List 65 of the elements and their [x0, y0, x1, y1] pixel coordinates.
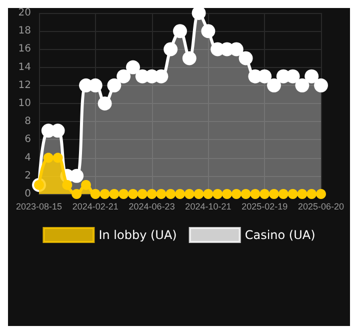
point	[231, 189, 242, 199]
legend-label: In lobby (UA)	[98, 228, 177, 242]
x-tick-label: 2024-02-21	[72, 202, 118, 212]
point	[297, 189, 308, 199]
point	[201, 24, 216, 38]
y-tick-label: 8	[24, 116, 31, 128]
point	[109, 189, 120, 199]
point	[304, 69, 319, 84]
point	[52, 152, 63, 163]
point	[250, 189, 260, 199]
point	[156, 189, 166, 199]
point	[238, 51, 253, 66]
point	[269, 189, 279, 199]
x-tick-label: 2023-08-15	[16, 202, 62, 212]
point	[164, 42, 178, 56]
legend-label: Casino (UA)	[244, 228, 316, 242]
y-tick-label: 20	[18, 8, 31, 18]
point	[146, 189, 157, 199]
y-tick-label: 14	[18, 62, 31, 73]
point	[126, 60, 140, 74]
y-tick-label: 6	[24, 134, 31, 146]
y-tick-label: 2	[24, 170, 31, 182]
point	[194, 189, 204, 199]
point	[258, 69, 272, 84]
point	[118, 189, 129, 199]
point	[43, 152, 54, 163]
x-tick-label: 2024-10-21	[185, 202, 232, 212]
point	[128, 189, 138, 199]
point	[70, 168, 84, 183]
point	[203, 189, 214, 199]
point	[166, 189, 176, 199]
point	[107, 78, 122, 92]
point	[222, 189, 232, 199]
x-tick-label: 2024-06-23	[128, 202, 175, 212]
y-tick-label: 16	[18, 44, 31, 55]
point	[240, 189, 251, 199]
point	[137, 189, 148, 199]
y-tick-label: 12	[18, 80, 31, 91]
point	[314, 78, 328, 92]
y-tick-label: 4	[24, 152, 31, 164]
point	[100, 189, 110, 199]
point	[90, 189, 100, 199]
point	[267, 78, 281, 92]
point	[260, 189, 270, 199]
point	[316, 189, 326, 199]
y-tick-label: 0	[24, 188, 31, 200]
point	[98, 96, 112, 110]
point	[175, 189, 185, 199]
point	[306, 189, 317, 199]
x-tick-label: 2025-02-19	[242, 202, 288, 212]
x-tick-label: 2025-06-20	[298, 202, 344, 212]
point	[173, 24, 187, 38]
point	[182, 51, 196, 66]
point	[116, 69, 131, 84]
point	[288, 189, 298, 199]
point	[72, 189, 82, 199]
point	[278, 189, 288, 199]
y-tick-label: 10	[18, 98, 31, 109]
point	[295, 78, 310, 92]
y-tick-label: 18	[18, 26, 31, 37]
point	[212, 189, 223, 199]
point	[192, 8, 206, 20]
point	[81, 180, 91, 190]
point	[184, 189, 194, 199]
point	[62, 180, 72, 190]
